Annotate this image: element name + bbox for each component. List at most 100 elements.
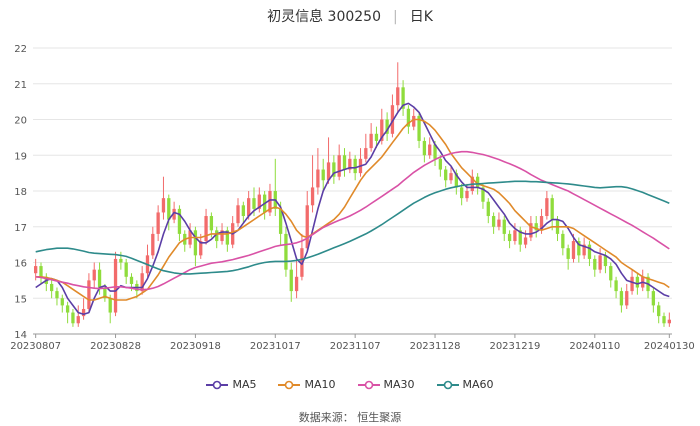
candle-body [177, 208, 182, 234]
candle-body [348, 158, 352, 170]
candle-body [593, 258, 597, 270]
chart-title: 初灵信息 300250 | 日K [0, 6, 700, 26]
candle-body [657, 305, 661, 317]
candle-body [619, 291, 624, 306]
candle-body [582, 244, 586, 256]
candle-body [252, 198, 256, 209]
candle-body [65, 305, 70, 313]
candle-body [337, 155, 341, 177]
candle-body [289, 269, 293, 292]
x-tick-label: 20231017 [250, 341, 301, 352]
series-line-ma60 [35, 180, 670, 275]
title-separator: | [393, 9, 398, 25]
y-tick-label: 22 [14, 44, 27, 55]
y-tick-label: 15 [14, 294, 27, 305]
candle-body [417, 115, 421, 141]
candle-body [353, 158, 357, 174]
candle-body [326, 162, 331, 181]
legend-label-ma5: MA5 [232, 378, 257, 391]
candle-body [321, 169, 325, 181]
candle-body [119, 258, 123, 263]
data-source: 数据来源： 恒生聚源 [298, 411, 402, 424]
candle-body [278, 208, 283, 234]
x-tick-label: 20230807 [10, 341, 61, 352]
legend-item-ma10[interactable]: MA10 [278, 378, 336, 391]
candle-body [236, 205, 240, 224]
candle-body [39, 266, 43, 277]
x-tick-label: 20231107 [330, 341, 381, 352]
candle-body [667, 319, 671, 324]
candle-body [124, 262, 128, 277]
candle-body [518, 230, 522, 245]
candle-body [491, 216, 496, 227]
candle-body [475, 176, 480, 188]
candle-body [161, 198, 166, 213]
legend-item-ma30[interactable]: MA30 [357, 378, 415, 391]
candle-body [545, 198, 549, 217]
candle-body [550, 198, 554, 220]
candle-body [76, 316, 80, 324]
candle-body [92, 269, 96, 281]
candle-body [454, 173, 458, 188]
candle-body [625, 291, 629, 306]
candle-body [257, 194, 261, 209]
legend-item-ma5[interactable]: MA5 [206, 378, 256, 391]
legend-label-ma10: MA10 [304, 378, 336, 391]
y-tick-label: 18 [14, 187, 27, 198]
candle-body [60, 298, 64, 306]
candle-body [460, 187, 464, 199]
y-tick-label: 14 [14, 330, 27, 341]
candle-body [497, 219, 501, 227]
x-tick-label: 20230918 [170, 341, 221, 352]
candle-body [651, 291, 656, 306]
legend-item-ma60[interactable]: MA60 [436, 378, 494, 391]
candle-body [225, 230, 230, 245]
candle-body [465, 191, 469, 199]
candle-body [614, 280, 618, 292]
x-tick-label: 20240110 [569, 341, 620, 352]
series-line-ma5 [35, 102, 670, 316]
candle-body [129, 276, 134, 284]
candle-body [369, 133, 373, 149]
candle-body [428, 144, 432, 156]
candle-body [87, 280, 91, 309]
candle-body [55, 291, 59, 299]
candle-body [598, 255, 602, 270]
candle-body [108, 298, 112, 313]
y-tick-label: 16 [14, 259, 27, 270]
candle-body [662, 316, 666, 324]
series-line-ma10 [35, 118, 670, 301]
candle-body [204, 216, 208, 242]
candle-body [401, 87, 405, 109]
candle-body [156, 212, 160, 234]
y-tick-label: 19 [14, 151, 27, 162]
candle-body [406, 108, 411, 127]
candle-body [364, 148, 368, 159]
candle-body [609, 266, 613, 281]
candle-body [332, 162, 336, 177]
candle-body [571, 241, 576, 259]
candle-body [630, 276, 634, 292]
candle-body [577, 241, 581, 256]
candle-body [71, 312, 75, 324]
stock-name: 初灵信息 300250 [267, 9, 381, 25]
candle-body [81, 308, 86, 317]
candle-body [539, 216, 544, 231]
x-tick-label: 20231128 [410, 341, 461, 352]
x-tick-label: 20231219 [489, 341, 540, 352]
candle-body [534, 223, 538, 231]
candle-body [140, 273, 144, 292]
candle-body [385, 119, 389, 134]
legend-label-ma60: MA60 [462, 378, 494, 391]
candle-body [529, 223, 533, 238]
candle-body [635, 276, 640, 288]
candle-body [396, 87, 400, 106]
candle-body [305, 205, 309, 249]
candle-body [486, 201, 490, 217]
candle-body [433, 144, 437, 159]
candle-body [220, 230, 224, 242]
x-tick-label: 20230828 [90, 341, 141, 352]
legend-marker-ma10-icon [278, 380, 301, 389]
candle-body [603, 255, 608, 267]
